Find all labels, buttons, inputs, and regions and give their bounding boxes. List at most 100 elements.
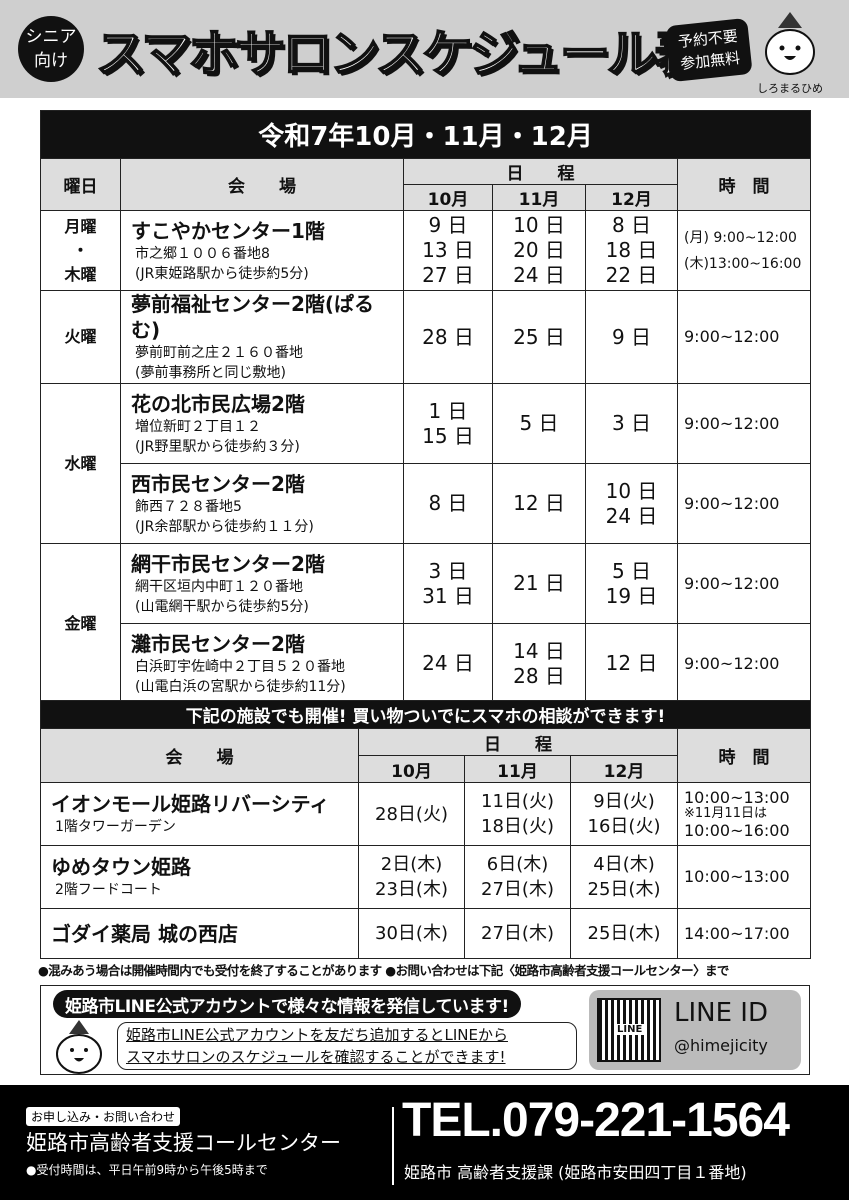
dec-dates: 9日(火) 16日(火)	[570, 782, 678, 846]
table-row: 月曜・木曜 すこやかセンター1階 市之郷１００６番地8 (JR東姫路駅から徒歩約5分)…	[40, 210, 812, 291]
dec-dates: 5 日 19 日	[585, 543, 678, 624]
line-handle[interactable]: @himejicity	[674, 1036, 768, 1055]
date: 20 日	[513, 238, 565, 262]
venue-name: 西市民センター2階	[131, 471, 305, 496]
date: 28日(火)	[375, 803, 448, 825]
date: 22 日	[605, 263, 658, 287]
date: 24 日	[513, 263, 565, 287]
oct-dates: 3 日 31 日	[403, 543, 493, 624]
time-cell: (月) 9:00~12:00 (木)13:00~16:00	[676, 210, 812, 291]
date: 9 日	[428, 213, 468, 237]
col-oct: 10月	[358, 755, 465, 783]
time-range: (月) 9:00~12:00	[684, 229, 797, 246]
time-range: 10:00~13:00	[684, 867, 790, 886]
col-nov: 11月	[492, 184, 586, 211]
col-nov: 11月	[464, 755, 571, 783]
date: 23日(木)	[375, 879, 448, 900]
col-dec: 12月	[570, 755, 678, 783]
nov-dates: 10 日 20 日 24 日	[492, 210, 586, 291]
venue-name: 網干市民センター2階	[131, 551, 325, 576]
date: 15 日	[422, 423, 474, 448]
senior-badge: シニア 向け	[18, 16, 84, 82]
date: 4日(木)	[593, 854, 655, 875]
date: 9日(火)	[593, 791, 655, 812]
contact-tag: お申し込み・お問い合わせ	[26, 1107, 181, 1126]
day-label: 月曜	[64, 216, 97, 236]
time-cell: 9:00~12:00	[676, 463, 812, 544]
col-dec: 12月	[585, 184, 678, 211]
dec-dates: 25日(木)	[570, 908, 678, 959]
qr-code-icon[interactable]: LINE	[597, 998, 661, 1062]
day-label: 火曜	[64, 327, 97, 346]
table-row: 金曜 網干市民センター2階 網干区垣内中町１２０番地 (山電網干駅から徒歩約5分) 3 …	[40, 543, 812, 704]
date: 24 日	[605, 503, 658, 528]
nov-dates: 12 日	[492, 463, 586, 544]
time-range: 14:00~17:00	[684, 923, 790, 943]
venue-name: ゴダイ薬局 城の西店	[51, 921, 238, 946]
venue-access: (JR余部駅から徒歩約１１分)	[135, 518, 314, 535]
extra-venues-table: 下記の施設でも開催! 買い物ついでにスマホの相談ができます! 会 場日 程時 間…	[39, 700, 812, 959]
time-range: 9:00~12:00	[684, 653, 780, 673]
venue-access: (夢前事務所と同じ敷地)	[135, 365, 286, 381]
mascot-name: しろまるひめ	[757, 82, 823, 95]
mascot-icon	[765, 12, 815, 75]
nov-dates: 25 日	[492, 290, 586, 384]
table-row: 水曜 花の北市民広場2階 増位新町２丁目１２ (JR野里駅から徒歩約３分) 1 日 15 …	[40, 383, 812, 544]
table-title: 下記の施設でも開催! 買い物ついでにスマホの相談ができます!	[39, 700, 812, 729]
venue-cell: すこやかセンター1階 市之郷１００６番地8 (JR東姫路駅から徒歩約5分)	[120, 210, 404, 291]
bubble-text: 姫路市LINE公式アカウントを友だち追加するとLINEから	[126, 1026, 508, 1044]
line-headline: 姫路市LINE公式アカウントで様々な情報を発信しています!	[53, 990, 521, 1018]
nov-dates: 5 日	[492, 383, 586, 464]
col-day: 曜日	[40, 158, 121, 211]
date: 9 日	[611, 324, 652, 349]
venue-name: ゆめタウン姫路	[51, 855, 191, 879]
dec-dates: 3 日	[585, 383, 678, 464]
oct-dates: 8 日	[403, 463, 493, 544]
time-cell: 9:00~12:00	[676, 383, 812, 464]
date: 5 日	[611, 558, 652, 583]
line-promo: 姫路市LINE公式アカウントで様々な情報を発信しています! 姫路市LINE公式ア…	[40, 985, 810, 1075]
table-row: 西市民センター2階 飾西７２８番地5 (JR余部駅から徒歩約１１分) 8 日 12 日 1…	[41, 463, 812, 544]
nov-dates: 14 日 28 日	[492, 623, 586, 704]
oct-dates: 28日(火)	[358, 782, 465, 846]
col-time: 時 間	[676, 728, 812, 783]
venue-name: 花の北市民広場2階	[131, 391, 305, 416]
date: 5 日	[519, 411, 559, 435]
date: 6日(木)	[486, 854, 549, 875]
venue-cell: ゆめタウン姫路 2階フードコート	[40, 845, 359, 909]
oct-dates: 2日(木) 23日(木)	[358, 845, 465, 909]
oct-dates: 30日(木)	[358, 908, 465, 959]
venue-cell: 西市民センター2階飾西７２８番地5 (JR余部駅から徒歩約１１分)	[120, 463, 404, 544]
phone-number[interactable]: TEL.079-221-1564	[402, 1094, 790, 1147]
qr-label: LINE	[615, 1024, 645, 1035]
date: 27 日	[422, 263, 474, 287]
venue-access: (山電網干駅から徒歩約5分)	[135, 598, 309, 615]
venue-name: すこやかセンター1階	[131, 218, 325, 243]
time-range: 9:00~12:00	[684, 413, 780, 433]
table-title: 令和7年10月・11月・12月	[39, 110, 812, 159]
time-cell: 9:00~12:00	[676, 543, 812, 624]
divider	[392, 1107, 394, 1185]
table-row: イオンモール姫路リバーシティ 1階タワーガーデン 28日(火) 11日(火) 18日(火…	[40, 782, 812, 846]
dec-dates: 4日(木) 25日(木)	[570, 845, 678, 909]
table-row: ゆめタウン姫路 2階フードコート 2日(木) 23日(木) 6日(木) 27日(木) 4日(…	[40, 845, 812, 909]
date: 2日(木)	[380, 854, 443, 875]
date: 30日(木)	[375, 923, 448, 944]
time-cell: 10:00~13:00	[676, 845, 812, 909]
oct-dates: 24 日	[403, 623, 493, 704]
time-range: 10:00~16:00	[684, 821, 790, 840]
date: 16日(火)	[587, 816, 661, 837]
date: 18日(火)	[481, 816, 554, 837]
venue-address: 飾西７２８番地5	[135, 498, 242, 515]
dec-dates: 9 日	[585, 290, 678, 384]
date: 25日(木)	[587, 923, 661, 944]
col-oct: 10月	[403, 184, 493, 211]
time-range: ※11月11日は	[684, 806, 767, 821]
date: 21 日	[513, 571, 565, 595]
col-schedule: 日 程	[358, 728, 678, 756]
day-label: ・	[72, 240, 89, 260]
venue-cell: 灘市民センター2階 白浜町宇佐崎中２丁目５２０番地 (山電白浜の宮駅から徒歩約11分…	[120, 623, 404, 704]
date: 28 日	[513, 663, 565, 688]
col-schedule: 日 程	[403, 158, 678, 185]
day-label: 金曜	[64, 613, 97, 633]
